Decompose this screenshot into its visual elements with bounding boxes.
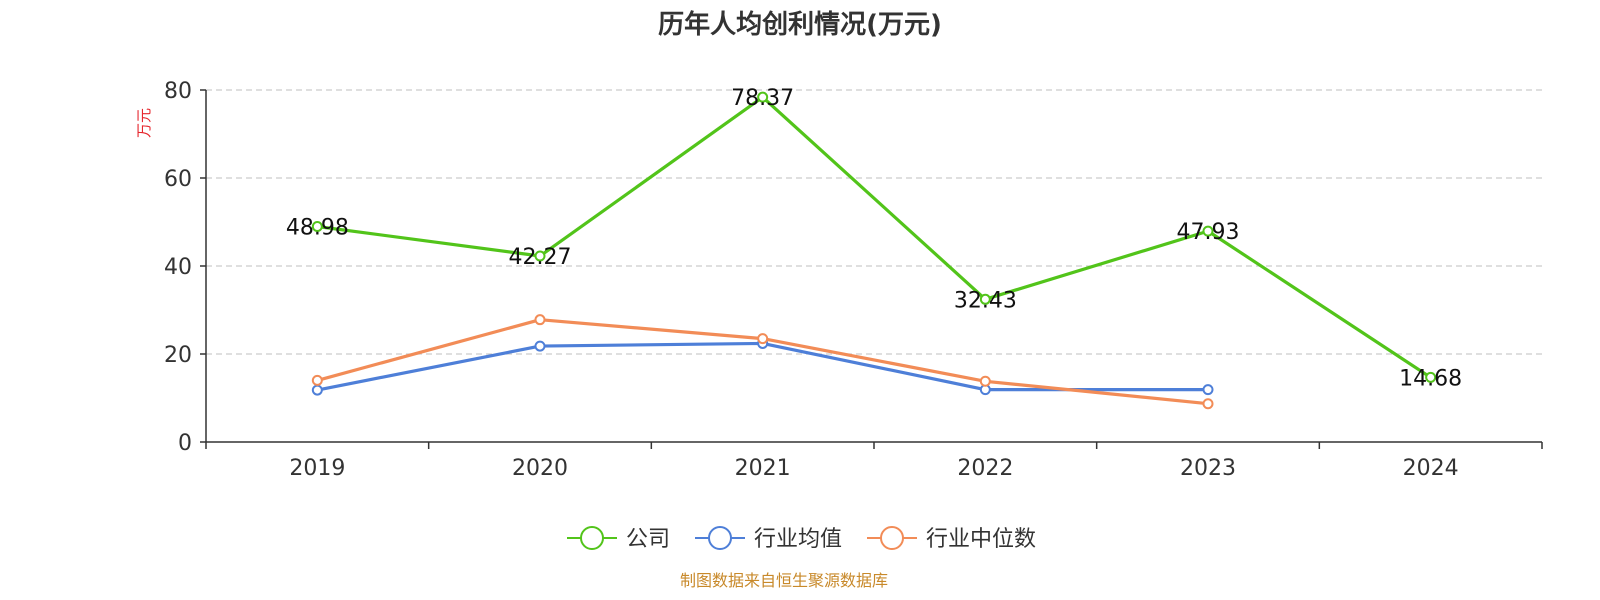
data-point[interactable] [1202,384,1214,396]
data-point[interactable] [311,220,323,232]
x-tick-label: 2019 [289,456,345,481]
data-point[interactable] [1425,371,1437,383]
legend-label: 公司 [626,527,670,552]
series-group [311,91,1437,410]
gridlines [206,89,1542,355]
legend-circle-icon [708,526,732,550]
data-point[interactable] [979,375,991,387]
data-point[interactable] [311,374,323,386]
y-tick-label: 0 [178,431,192,456]
x-tick-label: 2021 [735,456,791,481]
legend-item-2[interactable]: 行业中位数 [867,526,1036,552]
data-point[interactable] [1202,398,1214,410]
x-tick-label: 2023 [1180,456,1236,481]
data-point[interactable] [534,314,546,326]
series-line-2 [316,318,1209,406]
y-axis-label: 万元 [135,108,153,138]
legend-item-1[interactable]: 行业均值 [695,526,842,552]
series-line-1 [317,341,1208,392]
data-point[interactable] [979,293,991,305]
x-tick-label: 2024 [1403,456,1459,481]
legend-label: 行业均值 [754,527,842,552]
data-point[interactable] [757,91,769,103]
y-tick-label: 60 [164,167,192,192]
data-label: 78.37 [731,86,794,111]
data-label: 32.43 [954,288,1017,313]
y-tick-label: 80 [164,79,192,104]
data-point[interactable] [311,384,323,396]
chart-title: 历年人均创利情况(万元) [658,9,942,40]
data-label: 42.27 [509,245,572,270]
axes: 0 20 40 60 80 2019 2020 2021 2022 2023 2024 [164,79,1543,481]
legend[interactable]: 公司 行业均值 行业中位数 [567,526,1036,552]
data-point[interactable] [757,333,769,345]
legend-circle-icon [880,526,904,550]
y-tick-label: 40 [164,255,192,280]
legend-item-0[interactable]: 公司 [567,526,670,552]
y-tick-label: 20 [164,343,192,368]
data-label: 14.68 [1399,366,1462,391]
data-label: 48.98 [286,215,349,240]
data-point[interactable] [534,250,546,262]
legend-circle-icon [580,526,604,550]
data-labels: 48.98 42.27 78.37 32.43 47.93 14.68 [286,86,1462,391]
x-tick-label: 2020 [512,456,568,481]
data-label: 47.93 [1177,220,1240,245]
source-note: 制图数据来自恒生聚源数据库 [680,571,888,590]
series-line-0 [317,95,1432,379]
data-point[interactable] [1202,225,1214,237]
legend-label: 行业中位数 [926,527,1036,552]
data-point[interactable] [534,340,546,352]
x-tick-label: 2022 [957,456,1013,481]
